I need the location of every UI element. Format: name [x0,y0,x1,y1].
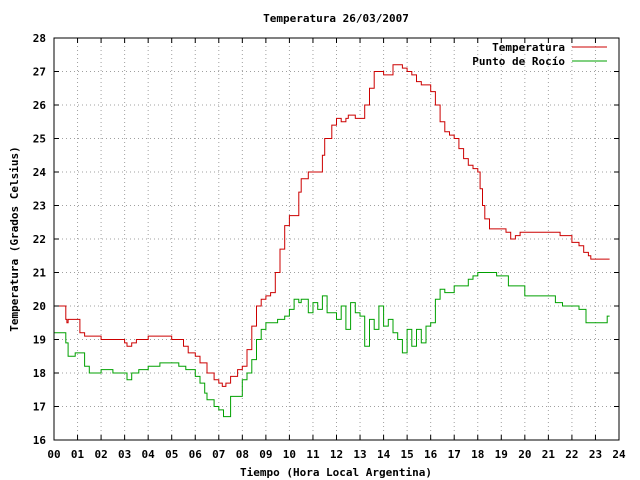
y-tick-label: 20 [33,300,46,313]
x-tick-label: 14 [377,448,391,461]
x-tick-label: 10 [283,448,296,461]
x-tick-label: 18 [471,448,484,461]
x-axis-label: Tiempo (Hora Local Argentina) [240,466,432,479]
y-tick-label: 16 [33,434,47,447]
y-tick-label: 25 [33,133,46,146]
legend-label: Punto de Rocío [472,55,565,68]
x-tick-label: 00 [47,448,60,461]
x-tick-label: 09 [259,448,272,461]
y-tick-label: 26 [33,99,47,112]
x-tick-label: 12 [330,448,343,461]
x-tick-label: 02 [94,448,107,461]
x-tick-label: 08 [236,448,249,461]
x-tick-label: 23 [589,448,602,461]
series-layer [54,64,610,418]
y-tick-label: 23 [33,200,46,213]
y-tick-label: 22 [33,233,46,246]
series-line-temperatura [54,64,610,387]
x-tick-label: 16 [424,448,438,461]
x-tick-labels: 00 01 02 03 04 05 06 07 08 09 10 11 12 13 14 15 16 17 18 19… [47,448,626,461]
x-tick-label: 21 [542,448,556,461]
x-tick-label: 19 [495,448,508,461]
y-tick-label: 27 [33,66,46,79]
x-tick-label: 07 [212,448,225,461]
x-tick-label: 17 [448,448,461,461]
x-tick-label: 20 [518,448,531,461]
x-tick-label: 05 [165,448,178,461]
x-tick-label: 24 [612,448,626,461]
y-tick-label: 28 [33,32,46,45]
x-tick-label: 06 [189,448,203,461]
y-tick-label: 18 [33,367,46,380]
grid-lines [54,38,619,440]
chart-title: Temperatura 26/03/2007 [263,12,409,25]
legend-label: Temperatura [492,41,565,54]
x-tick-label: 15 [401,448,414,461]
axis-ticks [53,37,620,441]
x-tick-label: 04 [142,448,156,461]
x-tick-label: 03 [118,448,131,461]
x-tick-label: 11 [306,448,320,461]
y-axis-label: Temperatura (Grados Celsius) [8,146,21,331]
y-tick-labels: 16 17 18 19 20 21 22 23 24 25 26 27 28 [33,32,47,447]
y-tick-label: 17 [33,401,46,414]
y-tick-label: 19 [33,334,46,347]
series-line-punto-de-rocio [54,272,610,418]
x-tick-label: 22 [565,448,578,461]
x-tick-label: 01 [71,448,85,461]
y-tick-label: 21 [33,267,47,280]
y-tick-label: 24 [33,166,47,179]
x-tick-label: 13 [353,448,366,461]
